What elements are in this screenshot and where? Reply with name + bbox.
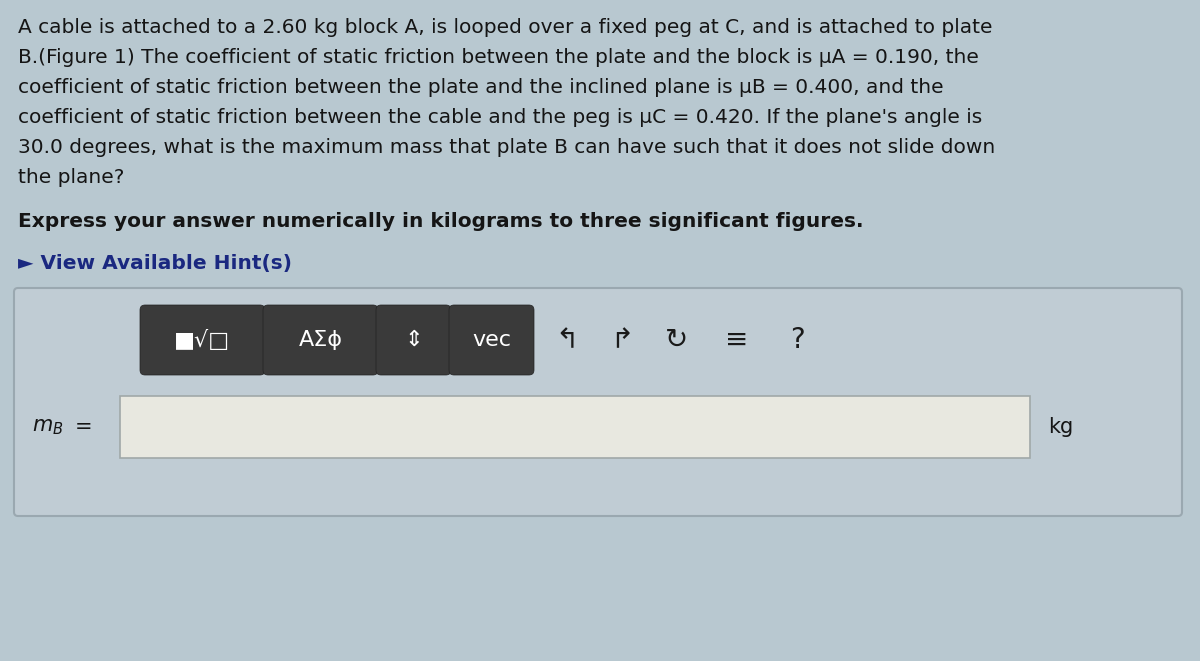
FancyBboxPatch shape — [376, 305, 451, 375]
Text: kg: kg — [1048, 417, 1073, 437]
FancyBboxPatch shape — [14, 288, 1182, 516]
Text: ≡: ≡ — [725, 326, 749, 354]
Text: AΣϕ: AΣϕ — [299, 330, 342, 350]
FancyBboxPatch shape — [263, 305, 378, 375]
Text: 30.0 degrees, what is the maximum mass that plate B can have such that it does n: 30.0 degrees, what is the maximum mass t… — [18, 138, 995, 157]
Text: ↻: ↻ — [665, 326, 689, 354]
FancyBboxPatch shape — [120, 396, 1030, 458]
FancyBboxPatch shape — [449, 305, 534, 375]
Text: the plane?: the plane? — [18, 168, 125, 187]
Text: ⇕: ⇕ — [404, 330, 422, 350]
Text: =: = — [74, 417, 92, 437]
Text: ?: ? — [790, 326, 804, 354]
Text: ↰: ↰ — [556, 326, 578, 354]
FancyBboxPatch shape — [140, 305, 265, 375]
Text: $m_B$: $m_B$ — [32, 417, 64, 437]
Text: ↱: ↱ — [611, 326, 634, 354]
Text: ■√□: ■√□ — [174, 329, 230, 350]
Text: vec: vec — [472, 330, 511, 350]
Text: Express your answer numerically in kilograms to three significant figures.: Express your answer numerically in kilog… — [18, 212, 864, 231]
Text: coefficient of static friction between the plate and the inclined plane is μB = : coefficient of static friction between t… — [18, 78, 943, 97]
Text: ► View Available Hint(s): ► View Available Hint(s) — [18, 254, 292, 273]
Text: B.(Figure 1) The coefficient of static friction between the plate and the block : B.(Figure 1) The coefficient of static f… — [18, 48, 979, 67]
Text: coefficient of static friction between the cable and the peg is μC = 0.420. If t: coefficient of static friction between t… — [18, 108, 983, 127]
Text: A cable is attached to a 2.60 kg block A, is looped over a fixed peg at C, and i: A cable is attached to a 2.60 kg block A… — [18, 18, 992, 37]
